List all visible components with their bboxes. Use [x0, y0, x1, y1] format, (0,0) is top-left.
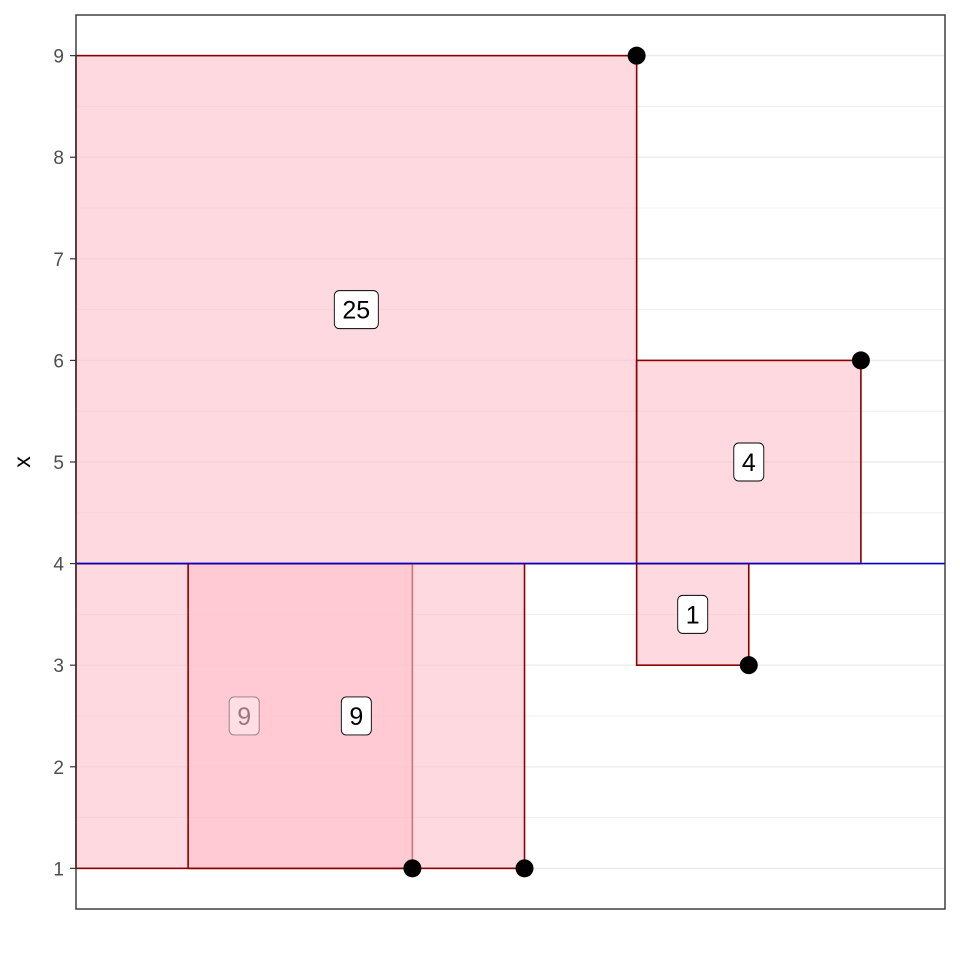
y-tick-label: 1: [53, 859, 64, 880]
data-point: [739, 656, 758, 675]
label-text: 4: [742, 449, 756, 477]
square-area-label: 9: [228, 696, 260, 736]
label-text: 9: [237, 703, 251, 731]
square-area-label: 9: [340, 696, 372, 736]
square-area-label: 4: [733, 442, 765, 482]
square-area-label: 1: [677, 594, 709, 634]
square-area-label: 25: [333, 290, 379, 330]
y-tick-label: 3: [53, 656, 64, 677]
label-box: [340, 696, 372, 736]
y-tick-label: 4: [53, 555, 64, 576]
square-area-labels: 9 9 25 1 4: [228, 290, 765, 736]
y-tick-label: 6: [53, 351, 64, 372]
label-box: [333, 290, 379, 330]
data-point: [627, 46, 646, 65]
label-text: 9: [349, 703, 363, 731]
label-box: [228, 696, 260, 736]
data-point: [851, 351, 870, 370]
y-tick-label: 7: [53, 250, 64, 271]
y-tick-label: 8: [53, 148, 64, 169]
data-point: [515, 859, 534, 878]
y-tick-label: 2: [53, 758, 64, 779]
label-text: 25: [342, 297, 370, 325]
y-axis-title: x: [9, 456, 35, 468]
data-points: [403, 46, 870, 878]
label-box: [677, 594, 709, 634]
y-axis-ticks: 1 2 3 4 5 6 7 8 9: [53, 47, 76, 880]
data-point: [403, 859, 422, 878]
label-box: [733, 442, 765, 482]
label-text: 1: [686, 601, 700, 629]
y-tick-label: 5: [53, 453, 64, 474]
y-tick-label: 9: [53, 47, 64, 68]
